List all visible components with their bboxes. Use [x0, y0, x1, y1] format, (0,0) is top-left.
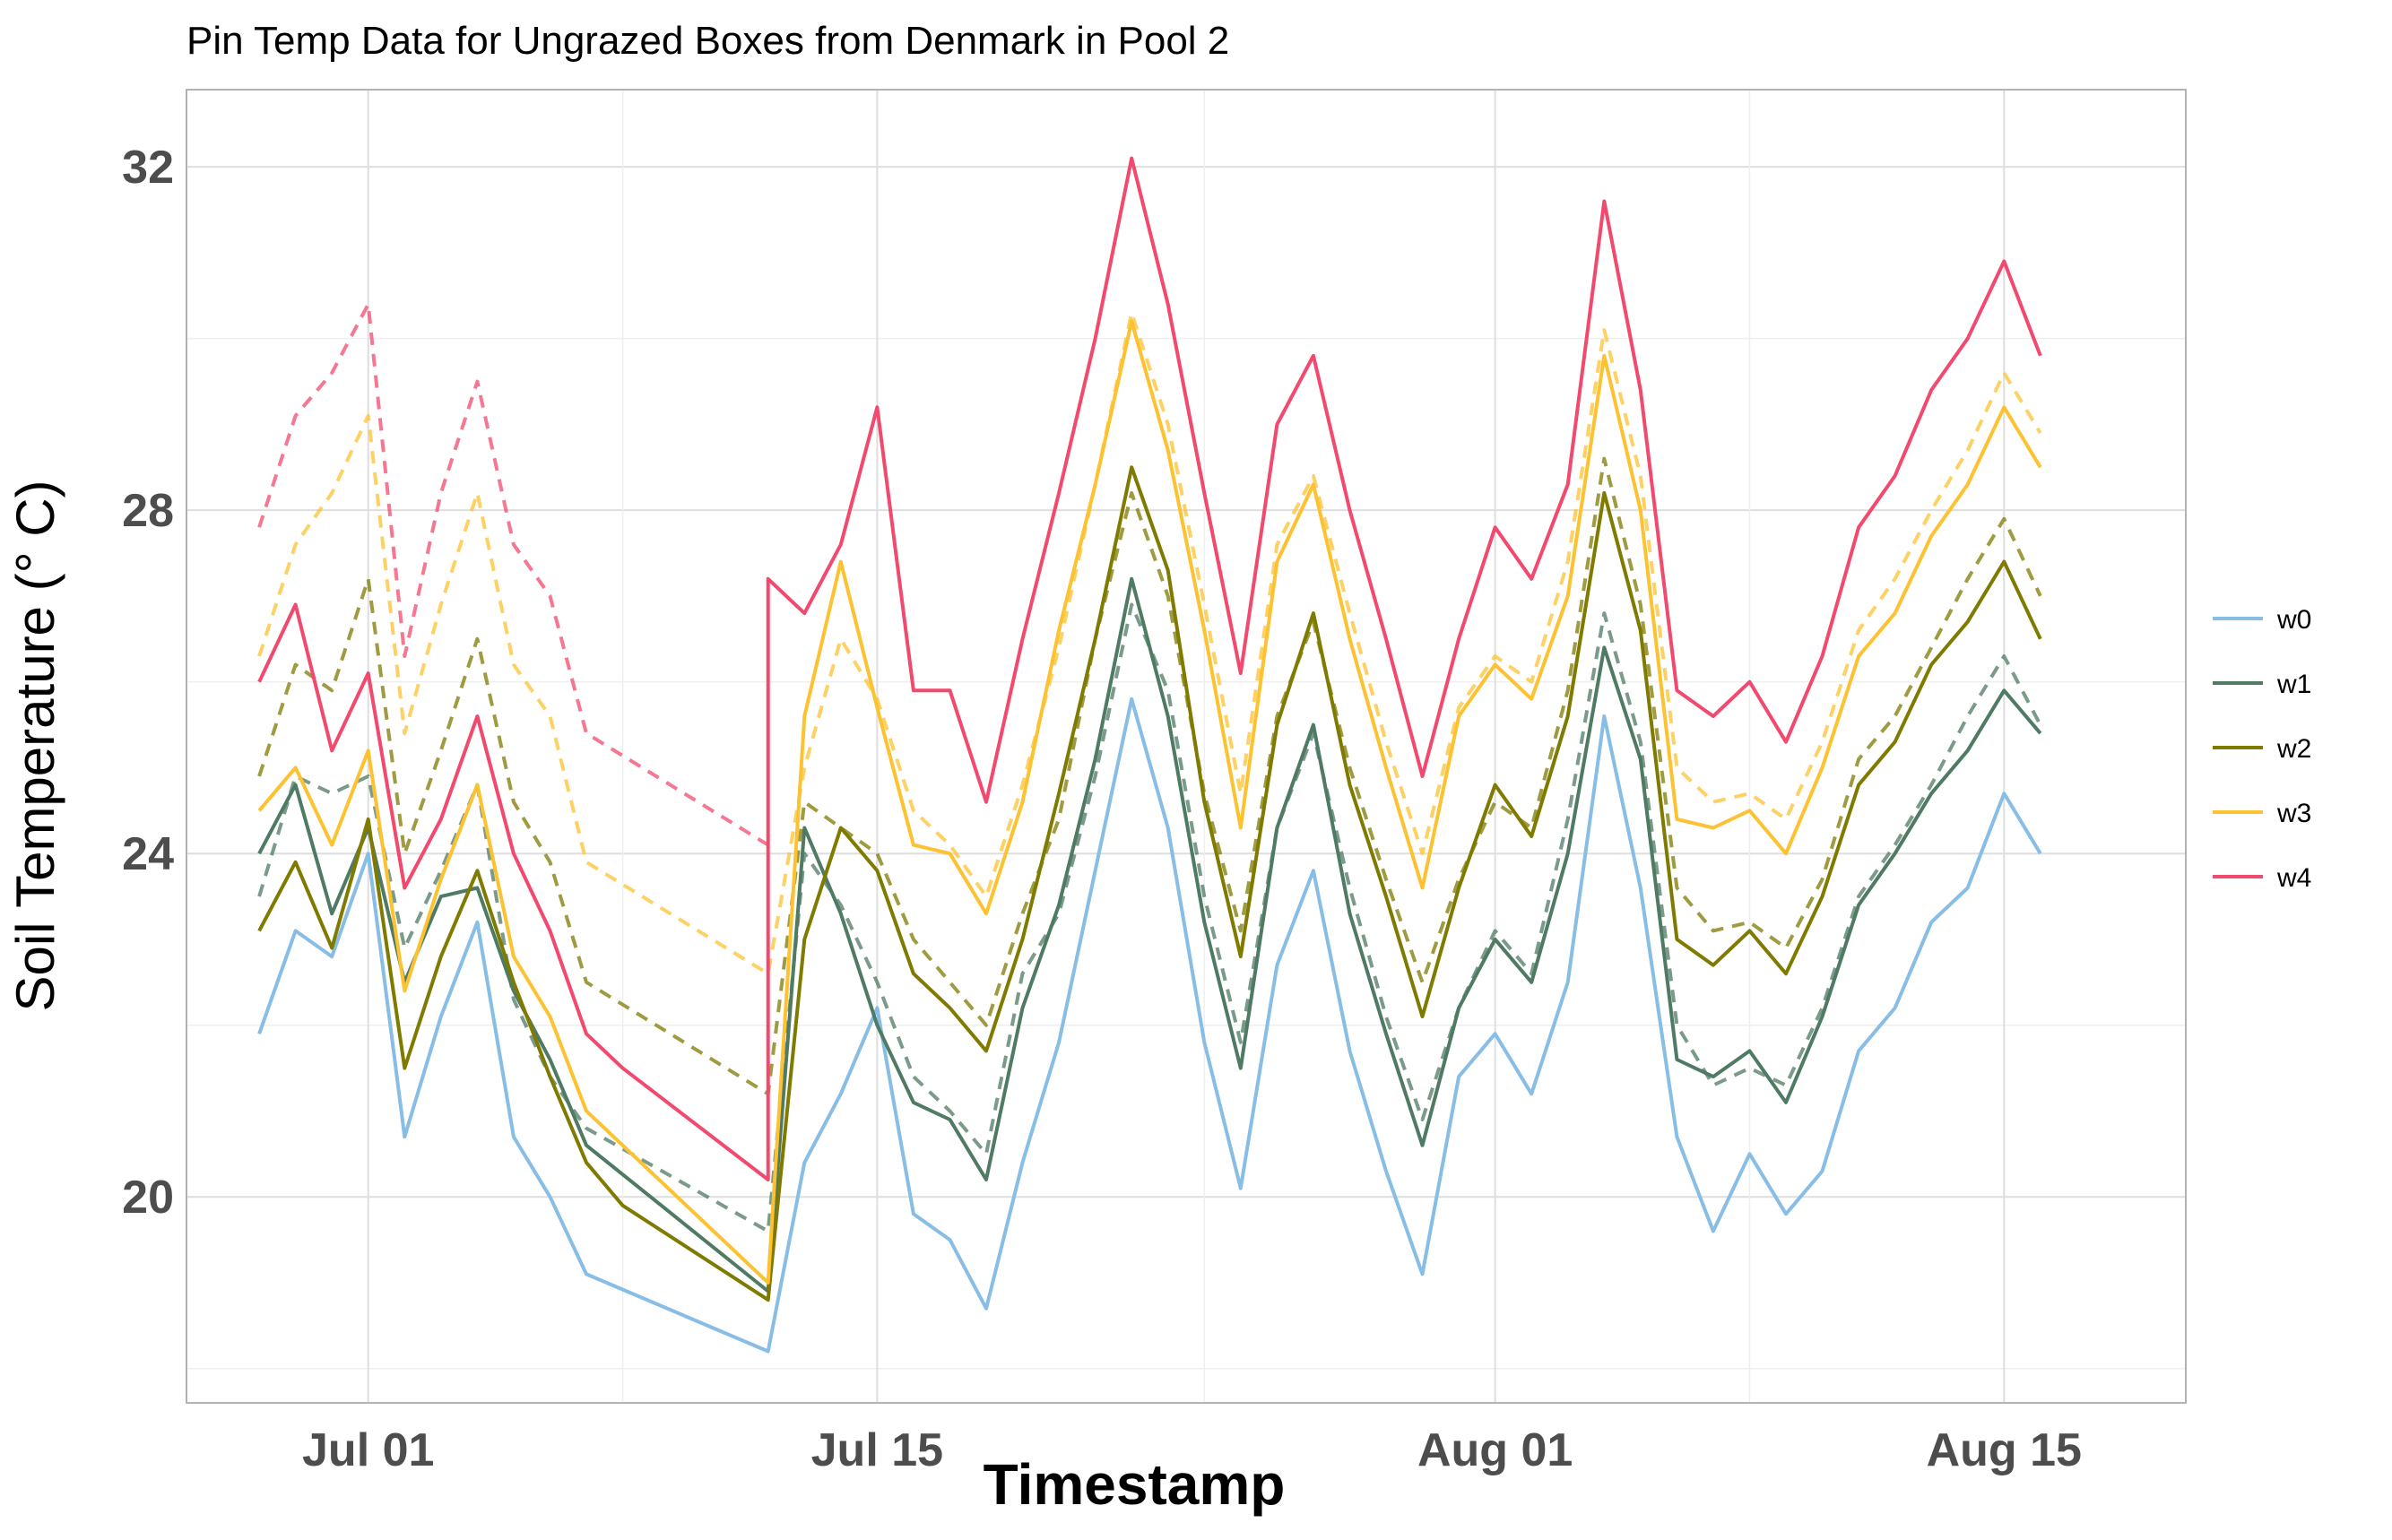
series-w4-dashed-line: [257, 302, 769, 847]
y-axis-label: Soil Temperature (° C): [5, 480, 65, 1011]
y-tick-label: 28: [122, 485, 174, 537]
x-tick-label: Aug 01: [1417, 1424, 1573, 1476]
x-tick-label: Jul 01: [302, 1424, 434, 1476]
chart-title: Pin Temp Data for Ungrazed Boxes from De…: [186, 19, 1229, 63]
legend-label-w3: w3: [2276, 799, 2311, 828]
series-w0-line: [257, 696, 2042, 1354]
legend-label-w1: w1: [2276, 670, 2311, 699]
series-w3-dashed-line: [257, 311, 2042, 976]
x-tick-label: Aug 15: [1927, 1424, 2082, 1476]
y-tick-label: 20: [122, 1172, 174, 1224]
series-w3-line: [257, 319, 2042, 1285]
y-tick-label: 24: [122, 828, 174, 880]
y-tick-label: 32: [122, 142, 174, 194]
y-tick-labels: 20 24 28 32: [122, 142, 174, 1224]
x-tick-label: Jul 15: [811, 1424, 943, 1476]
x-axis-label: Timestamp: [984, 1452, 1286, 1517]
series-w1-dashed-line: [257, 602, 2042, 1233]
series-w4-line: [257, 156, 2042, 1181]
plot-panel-border: [186, 89, 2187, 1404]
legend-label-w0: w0: [2276, 605, 2311, 635]
legend-label-w4: w4: [2276, 863, 2311, 893]
legend: w0 w1 w2 w3 w4: [2213, 605, 2311, 893]
series-w2-line: [257, 465, 2042, 1302]
series-lines: [257, 156, 2042, 1354]
legend-label-w2: w2: [2276, 734, 2311, 764]
x-tick-labels: Jul 01 Jul 15 Aug 01 Aug 15: [302, 1424, 2082, 1476]
